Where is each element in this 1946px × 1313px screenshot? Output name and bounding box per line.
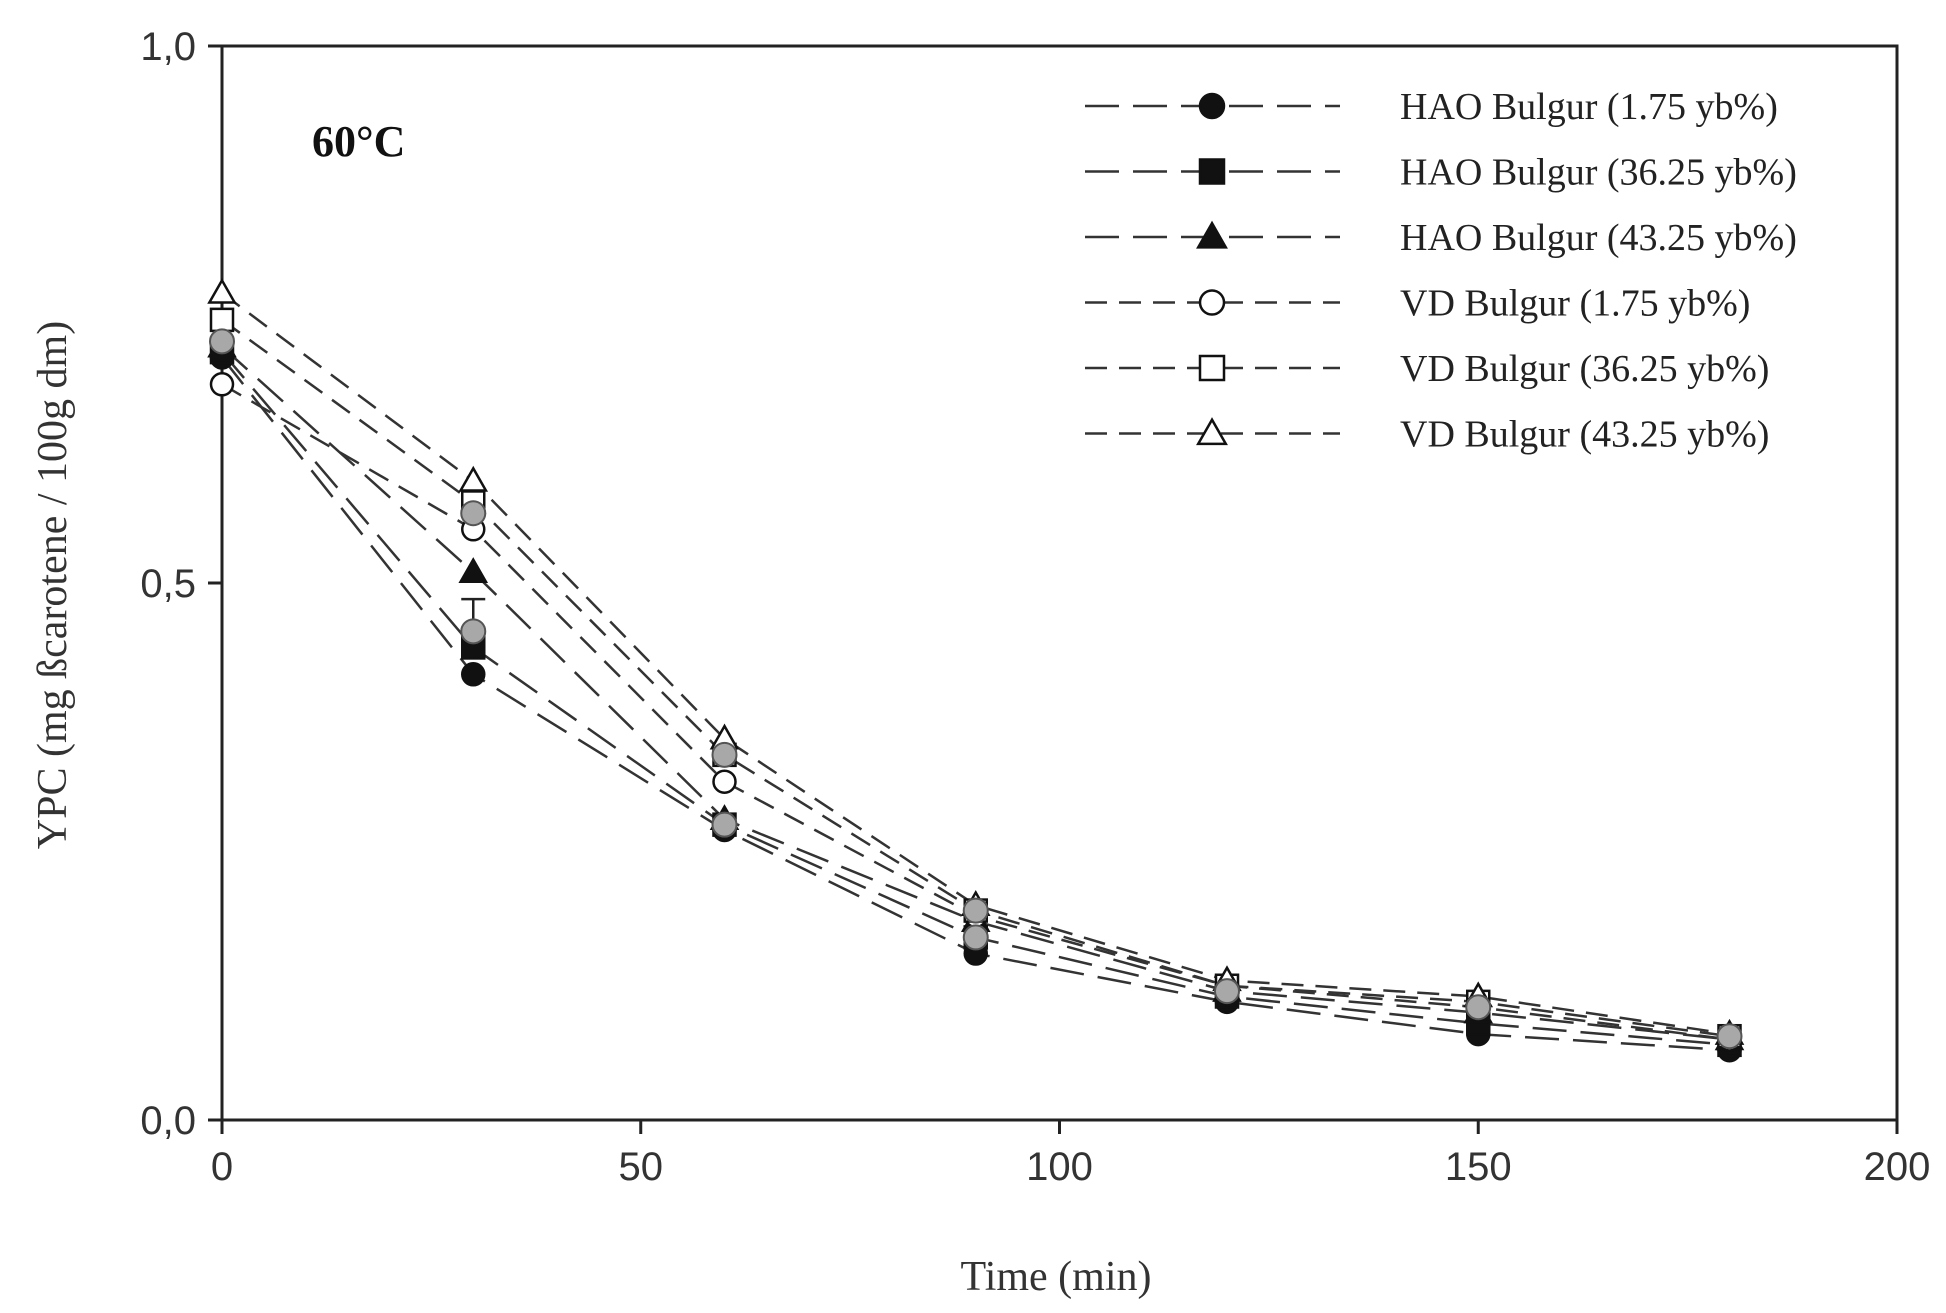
legend-marker-6	[1196, 417, 1228, 446]
series-3-point	[458, 557, 489, 583]
series-6-point	[458, 465, 489, 492]
x-tick-label: 200	[1864, 1145, 1931, 1189]
grey-overlay-point	[1214, 978, 1240, 1005]
series-4-point	[712, 769, 737, 794]
grey-overlay-point	[962, 897, 989, 924]
plot-area-border	[220, 44, 1899, 1122]
legend-label-3: HAO Bulgur (43.25 yb%)	[1400, 217, 1797, 259]
error-bars	[210, 307, 486, 660]
plot-frame	[220, 44, 1899, 1122]
axis-ticks: 0 50 100 150 200 0,0 0,5 1,0	[140, 25, 1930, 1189]
series-6-point	[207, 277, 237, 304]
grey-overlay-point	[1716, 1023, 1743, 1050]
legend-label-1: HAO Bulgur (1.75 yb%)	[1400, 86, 1778, 128]
grey-overlay-point	[1465, 994, 1492, 1021]
grey-overlay-point	[711, 811, 738, 838]
grey-overlay-point	[711, 741, 738, 768]
y-axis-title: YPC (mg ßcarotene / 100g dm)	[30, 321, 76, 849]
legend-marker-1	[1198, 92, 1226, 120]
y-tick-label: 0,0	[140, 1099, 196, 1143]
x-tick-label: 100	[1026, 1145, 1093, 1189]
temperature-annotation: 60°C	[312, 117, 405, 166]
grey-overlay-point	[962, 924, 989, 951]
series-5-point	[209, 307, 235, 333]
x-axis-title: Time (min)	[961, 1254, 1152, 1300]
legend-marker-2	[1198, 158, 1226, 185]
legend-label-2: HAO Bulgur (36.25 yb%)	[1400, 152, 1797, 194]
grey-overlay-point	[209, 328, 235, 355]
legend-label-5: VD Bulgur (36.25 yb%)	[1400, 348, 1769, 390]
y-tick-label: 0,5	[140, 562, 196, 606]
series-4-point	[209, 372, 235, 397]
x-tick-label: 150	[1445, 1145, 1512, 1189]
grey-overlay-point	[460, 500, 487, 527]
series-1-point	[461, 662, 486, 687]
grey-overlay-markers	[209, 328, 1743, 1050]
legend-label-4: VD Bulgur (1.75 yb%)	[1400, 283, 1750, 325]
legend-marker-4	[1198, 289, 1226, 316]
legend-marker-5	[1198, 354, 1226, 382]
x-tick-label: 0	[211, 1145, 233, 1189]
legend: HAO Bulgur (1.75 yb%) HAO Bulgur (36.25 y…	[1085, 86, 1797, 456]
x-tick-label: 50	[619, 1145, 664, 1189]
grey-overlay-point	[460, 618, 487, 645]
legend-marker-3	[1196, 220, 1228, 249]
legend-label-6: VD Bulgur (43.25 yb%)	[1400, 414, 1769, 456]
y-tick-label: 1,0	[140, 25, 196, 69]
